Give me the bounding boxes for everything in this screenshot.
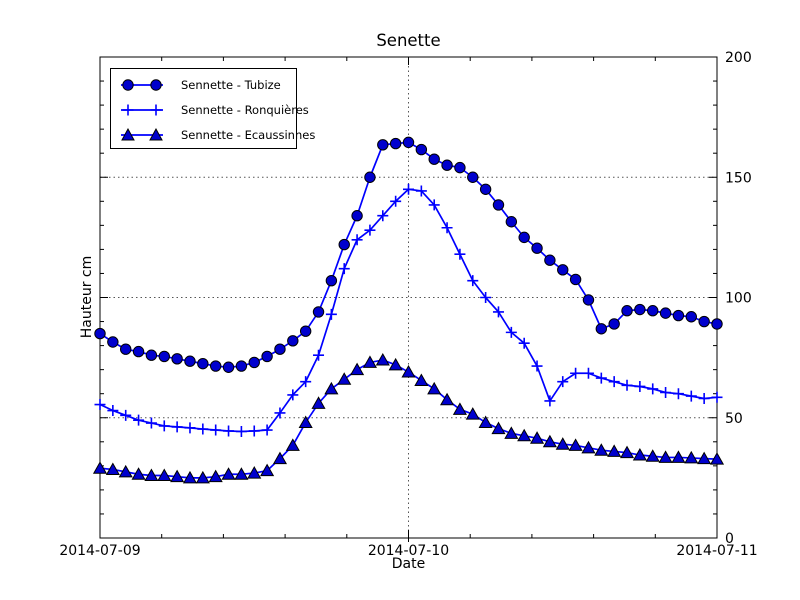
legend-marker-plus-icon bbox=[121, 104, 163, 115]
chart-title: Senette bbox=[376, 31, 441, 50]
legend-item-label: Sennette - Tubize bbox=[181, 77, 281, 92]
y-tick-label: 200 bbox=[725, 50, 752, 66]
legend: Sennette - Tubize Sennette - Ronquières … bbox=[110, 68, 315, 149]
gridlines bbox=[100, 57, 717, 538]
legend-marker-circle-icon bbox=[121, 78, 163, 91]
x-tick-label: 2014-07-09 bbox=[59, 543, 140, 559]
x-axis-label: Date bbox=[391, 556, 426, 572]
legend-item-label: Sennette - Ecaussinnes bbox=[181, 127, 316, 142]
y-axis-label: Hauteur cm bbox=[79, 255, 95, 339]
x-tick-label: 2014-07-10 bbox=[368, 543, 449, 559]
y-tick-label: 150 bbox=[725, 170, 752, 186]
legend-item: Sennette - Tubize bbox=[111, 72, 296, 97]
series-plus bbox=[94, 183, 723, 437]
legend-item: Sennette - Ecaussinnes bbox=[111, 122, 315, 147]
legend-item: Sennette - Ronquières bbox=[111, 97, 309, 122]
series-triangle bbox=[92, 353, 725, 484]
ticks bbox=[99, 56, 718, 542]
series-circle bbox=[94, 136, 723, 373]
y-tick-label: 100 bbox=[725, 291, 752, 307]
legend-item-label: Sennette - Ronquières bbox=[181, 102, 309, 117]
y-tick-label: 0 bbox=[725, 531, 734, 547]
y-tick-label: 50 bbox=[725, 411, 743, 427]
x-tick-label: 2014-07-11 bbox=[676, 543, 757, 559]
legend-marker-triangle-icon bbox=[121, 127, 163, 140]
